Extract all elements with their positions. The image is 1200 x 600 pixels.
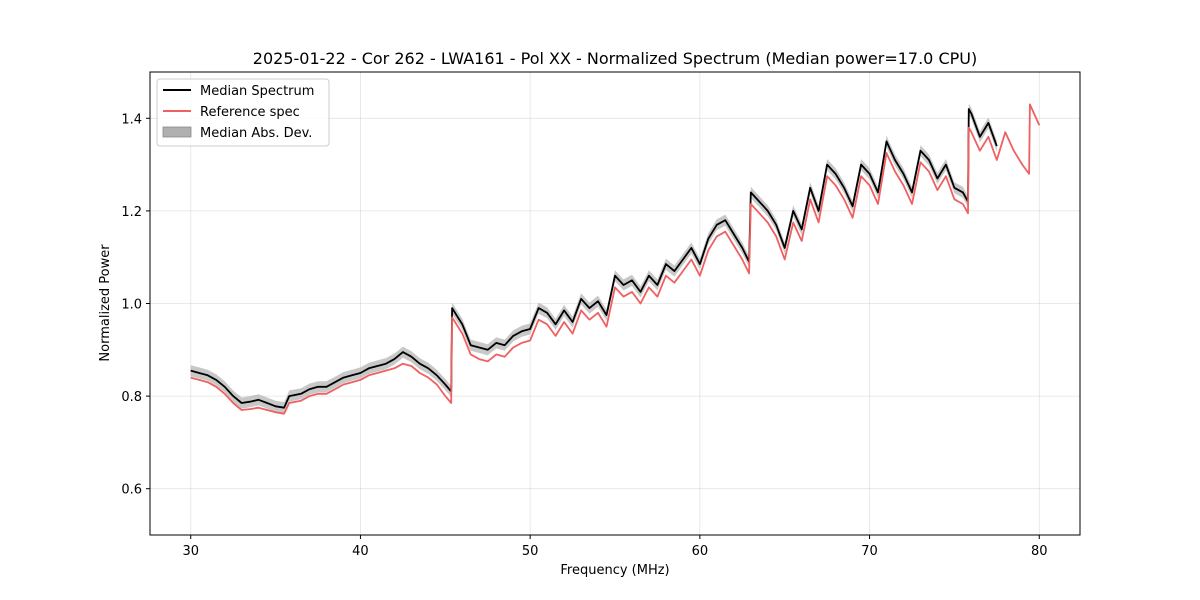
legend-swatch-median-abs-dev (162, 126, 192, 138)
y-tick-label: 1.4 (121, 112, 142, 127)
legend-box (156, 78, 330, 147)
x-tick-label: 50 (522, 544, 539, 559)
x-axis-label: Frequency (MHz) (560, 563, 669, 578)
y-axis-label: Normalized Power (98, 244, 113, 362)
reference-spec-line (190, 103, 1041, 415)
x-tick-label: 40 (352, 544, 369, 559)
legend-label-median-abs-dev: Median Abs. Dev. (200, 126, 312, 141)
y-tick-label: 0.8 (121, 390, 142, 405)
axis-ticks: 30 40 50 60 70 80 0.6 0.8 1.0 1.2 1.4 (121, 112, 1047, 559)
x-tick-label: 60 (692, 544, 709, 559)
legend-label-median-spectrum: Median Spectrum (200, 84, 314, 99)
y-tick-label: 1.0 (121, 298, 142, 313)
plot-area (190, 103, 1041, 415)
median-spectrum-line (190, 108, 998, 409)
y-tick-label: 1.2 (121, 205, 142, 220)
chart-title: 2025-01-22 - Cor 262 - LWA161 - Pol XX -… (253, 49, 977, 68)
x-tick-label: 70 (861, 544, 878, 559)
legend-label-reference-spec: Reference spec (200, 105, 300, 120)
median-abs-dev-band (190, 103, 997, 414)
y-tick-label: 0.6 (121, 483, 142, 498)
x-tick-label: 80 (1031, 544, 1048, 559)
x-tick-label: 30 (182, 544, 199, 559)
legend: Median Spectrum Reference spec Median Ab… (156, 78, 330, 147)
